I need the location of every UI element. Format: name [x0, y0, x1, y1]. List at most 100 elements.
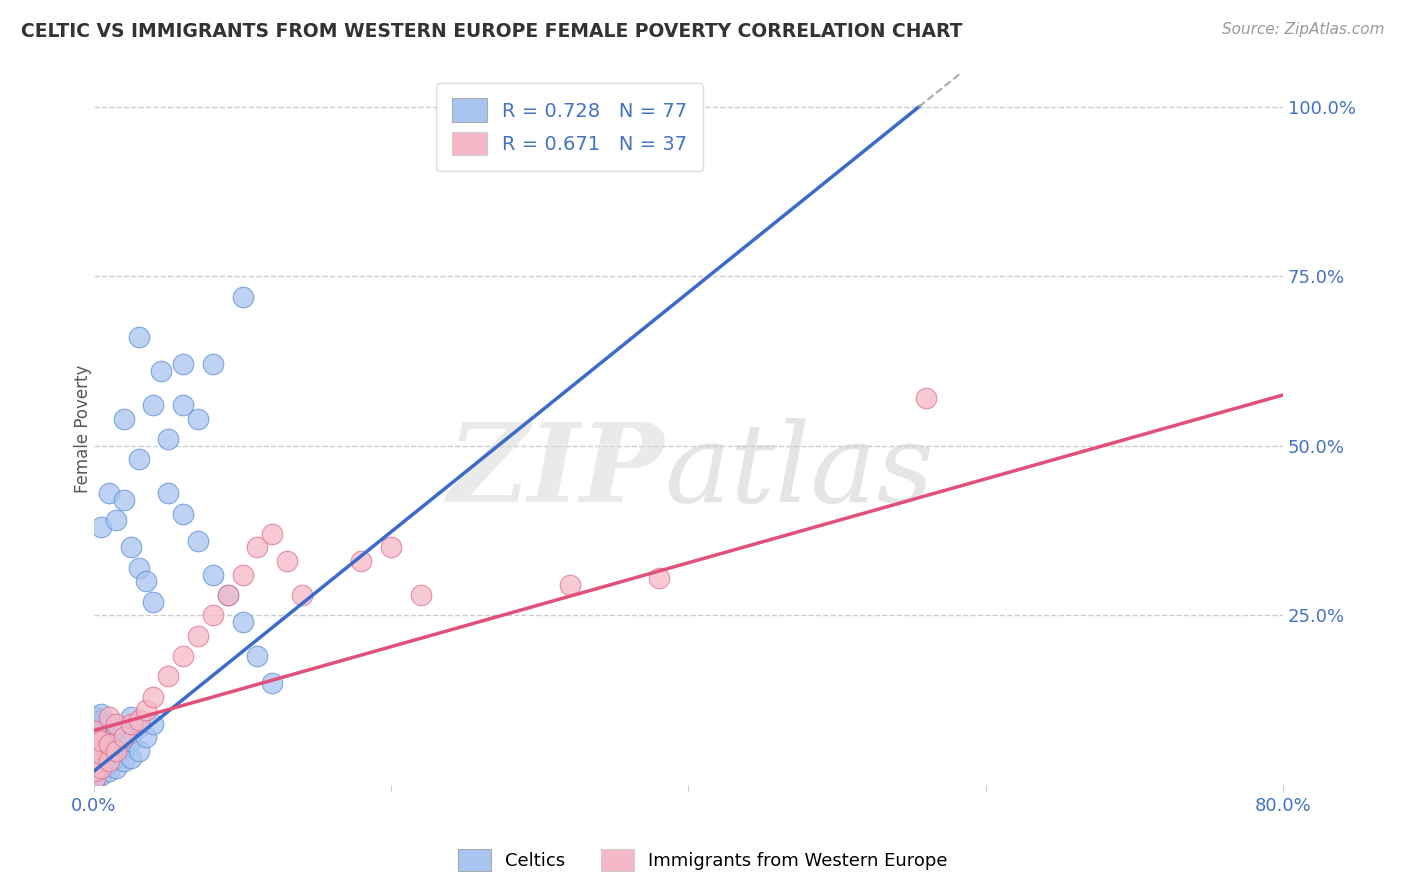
- Point: [105, 716, 128, 731]
- Point: [135, 574, 157, 589]
- Point: [915, 392, 938, 406]
- Point: [172, 507, 194, 521]
- Point: [84, 731, 107, 745]
- Point: [90, 761, 112, 775]
- Point: [84, 733, 107, 747]
- Point: [187, 629, 209, 643]
- Point: [380, 541, 402, 555]
- Point: [97, 737, 120, 751]
- Point: [128, 720, 150, 734]
- Point: [84, 750, 107, 764]
- Legend: Celtics, Immigrants from Western Europe: Celtics, Immigrants from Western Europe: [451, 842, 955, 879]
- Point: [90, 706, 112, 721]
- Point: [201, 567, 224, 582]
- Point: [84, 744, 107, 758]
- Text: Source: ZipAtlas.com: Source: ZipAtlas.com: [1222, 22, 1385, 37]
- Point: [90, 720, 112, 734]
- Point: [291, 588, 314, 602]
- Point: [84, 727, 107, 741]
- Point: [105, 723, 128, 738]
- Point: [112, 493, 135, 508]
- Point: [157, 432, 180, 446]
- Point: [128, 330, 150, 344]
- Point: [105, 750, 128, 764]
- Point: [84, 714, 107, 728]
- Point: [135, 731, 157, 745]
- Text: CELTIC VS IMMIGRANTS FROM WESTERN EUROPE FEMALE POVERTY CORRELATION CHART: CELTIC VS IMMIGRANTS FROM WESTERN EUROPE…: [21, 22, 963, 41]
- Point: [648, 571, 671, 585]
- Point: [97, 486, 120, 500]
- Point: [120, 733, 142, 747]
- Point: [97, 754, 120, 768]
- Point: [97, 710, 120, 724]
- Point: [84, 740, 107, 755]
- Point: [128, 714, 150, 728]
- Point: [120, 750, 142, 764]
- Point: [84, 720, 107, 734]
- Point: [128, 561, 150, 575]
- Point: [90, 733, 112, 747]
- Point: [105, 761, 128, 775]
- Point: [84, 737, 107, 751]
- Point: [97, 727, 120, 741]
- Point: [90, 747, 112, 762]
- Point: [84, 723, 107, 738]
- Point: [84, 747, 107, 762]
- Point: [90, 733, 112, 747]
- Point: [350, 554, 373, 568]
- Point: [187, 411, 209, 425]
- Point: [84, 754, 107, 768]
- Point: [217, 588, 239, 602]
- Point: [84, 716, 107, 731]
- Point: [90, 747, 112, 762]
- Point: [84, 767, 107, 781]
- Point: [246, 541, 269, 555]
- Point: [157, 486, 180, 500]
- Point: [120, 541, 142, 555]
- Point: [142, 690, 165, 704]
- Point: [84, 764, 107, 779]
- Point: [409, 588, 432, 602]
- Point: [246, 648, 269, 663]
- Point: [135, 703, 157, 717]
- Point: [232, 290, 254, 304]
- Point: [90, 754, 112, 768]
- Point: [172, 358, 194, 372]
- Point: [84, 771, 107, 785]
- Point: [112, 411, 135, 425]
- Point: [157, 669, 180, 683]
- Point: [84, 757, 107, 772]
- Y-axis label: Female Poverty: Female Poverty: [75, 365, 91, 493]
- Point: [232, 615, 254, 629]
- Point: [276, 554, 298, 568]
- Point: [90, 520, 112, 534]
- Point: [90, 727, 112, 741]
- Point: [120, 710, 142, 724]
- Point: [84, 757, 107, 772]
- Text: ZIP: ZIP: [449, 417, 665, 525]
- Point: [112, 740, 135, 755]
- Point: [84, 731, 107, 745]
- Point: [90, 761, 112, 775]
- Point: [172, 648, 194, 663]
- Point: [201, 608, 224, 623]
- Point: [97, 764, 120, 779]
- Point: [558, 578, 581, 592]
- Point: [128, 744, 150, 758]
- Point: [105, 737, 128, 751]
- Point: [142, 716, 165, 731]
- Point: [84, 771, 107, 785]
- Point: [84, 764, 107, 779]
- Point: [232, 567, 254, 582]
- Point: [187, 533, 209, 548]
- Point: [262, 527, 284, 541]
- Point: [105, 513, 128, 527]
- Point: [97, 737, 120, 751]
- Point: [262, 676, 284, 690]
- Point: [97, 747, 120, 762]
- Point: [112, 754, 135, 768]
- Point: [128, 452, 150, 467]
- Point: [84, 744, 107, 758]
- Point: [105, 744, 128, 758]
- Point: [97, 716, 120, 731]
